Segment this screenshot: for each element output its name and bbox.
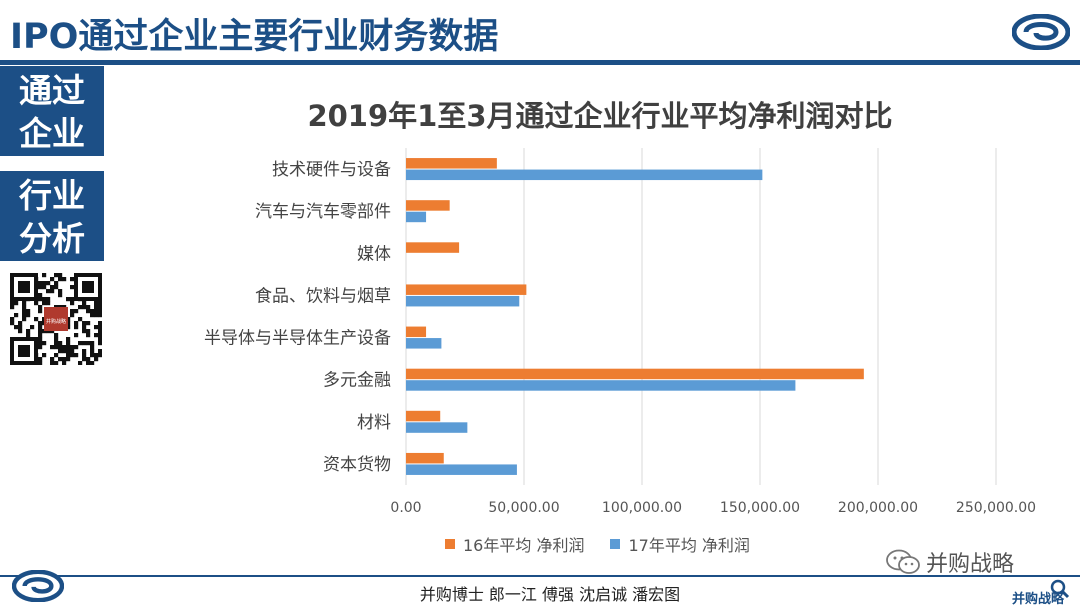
- sidebar-box-enterprise: 通过 企业: [0, 66, 104, 156]
- bar-16: [406, 326, 427, 338]
- bar-17: [406, 338, 442, 349]
- bar-17: [406, 211, 427, 223]
- bar-17: [406, 169, 763, 181]
- bar-17: [406, 380, 796, 391]
- x-tick-label: 0.00: [390, 500, 421, 516]
- legend-item-17: 17年平均 净利润: [610, 532, 750, 556]
- watermark-magnifier-icon: [1050, 579, 1070, 599]
- category-label: 汽车与汽车零部件: [255, 202, 391, 222]
- legend-label-16: 16年平均 净利润: [463, 536, 585, 555]
- category-label: 食品、饮料与烟草: [255, 286, 391, 306]
- category-label: 材料: [357, 413, 391, 433]
- legend-swatch-16: [445, 539, 455, 549]
- x-tick-label: 100,000.00: [602, 500, 682, 516]
- company-logo-icon: [1012, 14, 1070, 50]
- bar-16: [406, 242, 460, 253]
- x-tick-label: 150,000.00: [720, 500, 800, 516]
- legend-item-16: 16年平均 净利润: [445, 532, 584, 556]
- legend-swatch-17: [610, 539, 621, 549]
- bar-17: [406, 422, 468, 433]
- category-label: 资本货物: [323, 455, 391, 475]
- bar-17: [406, 464, 517, 475]
- sidebar-box1-line2: 企业: [19, 114, 85, 153]
- bar-16: [406, 284, 527, 295]
- sidebar-box-industry: 行业 分析: [0, 171, 104, 261]
- header: IPO通过企业主要行业财务数据: [0, 0, 1080, 60]
- chart-title: 2019年1至3月通过企业行业平均净利润对比: [307, 99, 893, 133]
- header-divider: [0, 60, 1080, 65]
- sidebar-box1-line1: 通过: [19, 71, 85, 110]
- x-tick-label: 200,000.00: [838, 500, 918, 516]
- x-tick-label: 250,000.00: [956, 500, 1036, 516]
- category-label: 技术硬件与设备: [272, 160, 391, 180]
- sidebar-box2-line1: 行业: [19, 176, 85, 215]
- legend-label-17: 17年平均 净利润: [628, 536, 750, 555]
- bar-16: [406, 452, 444, 464]
- chart-legend: 16年平均 净利润 17年平均 净利润: [445, 532, 776, 556]
- bar-16: [406, 158, 497, 169]
- wechat-label: 并购战略: [926, 552, 1015, 577]
- bar-16: [406, 368, 864, 380]
- qr-stamp-text: 并购战略: [46, 318, 66, 325]
- category-label: 媒体: [357, 244, 391, 264]
- bar-16: [406, 410, 441, 422]
- company-logo-icon: [12, 570, 64, 602]
- footer-divider: [0, 575, 1080, 577]
- watermark-text: 并购战略: [1012, 592, 1065, 607]
- bar-17: [406, 295, 520, 307]
- qr-code-icon: 并购战略: [10, 273, 102, 365]
- wechat-icon: [886, 549, 920, 574]
- category-label: 多元金融: [323, 371, 391, 391]
- sidebar-box2-line2: 分析: [19, 219, 85, 258]
- x-tick-label: 50,000.00: [488, 500, 559, 516]
- category-label: 半导体与半导体生产设备: [204, 329, 391, 349]
- footer-authors: 并购博士 郎一江 傅强 沈启诚 潘宏图: [419, 585, 681, 604]
- page-title: IPO通过企业主要行业财务数据: [10, 17, 499, 57]
- wechat-account: 并购战略: [886, 546, 1014, 578]
- bar-16: [406, 200, 450, 211]
